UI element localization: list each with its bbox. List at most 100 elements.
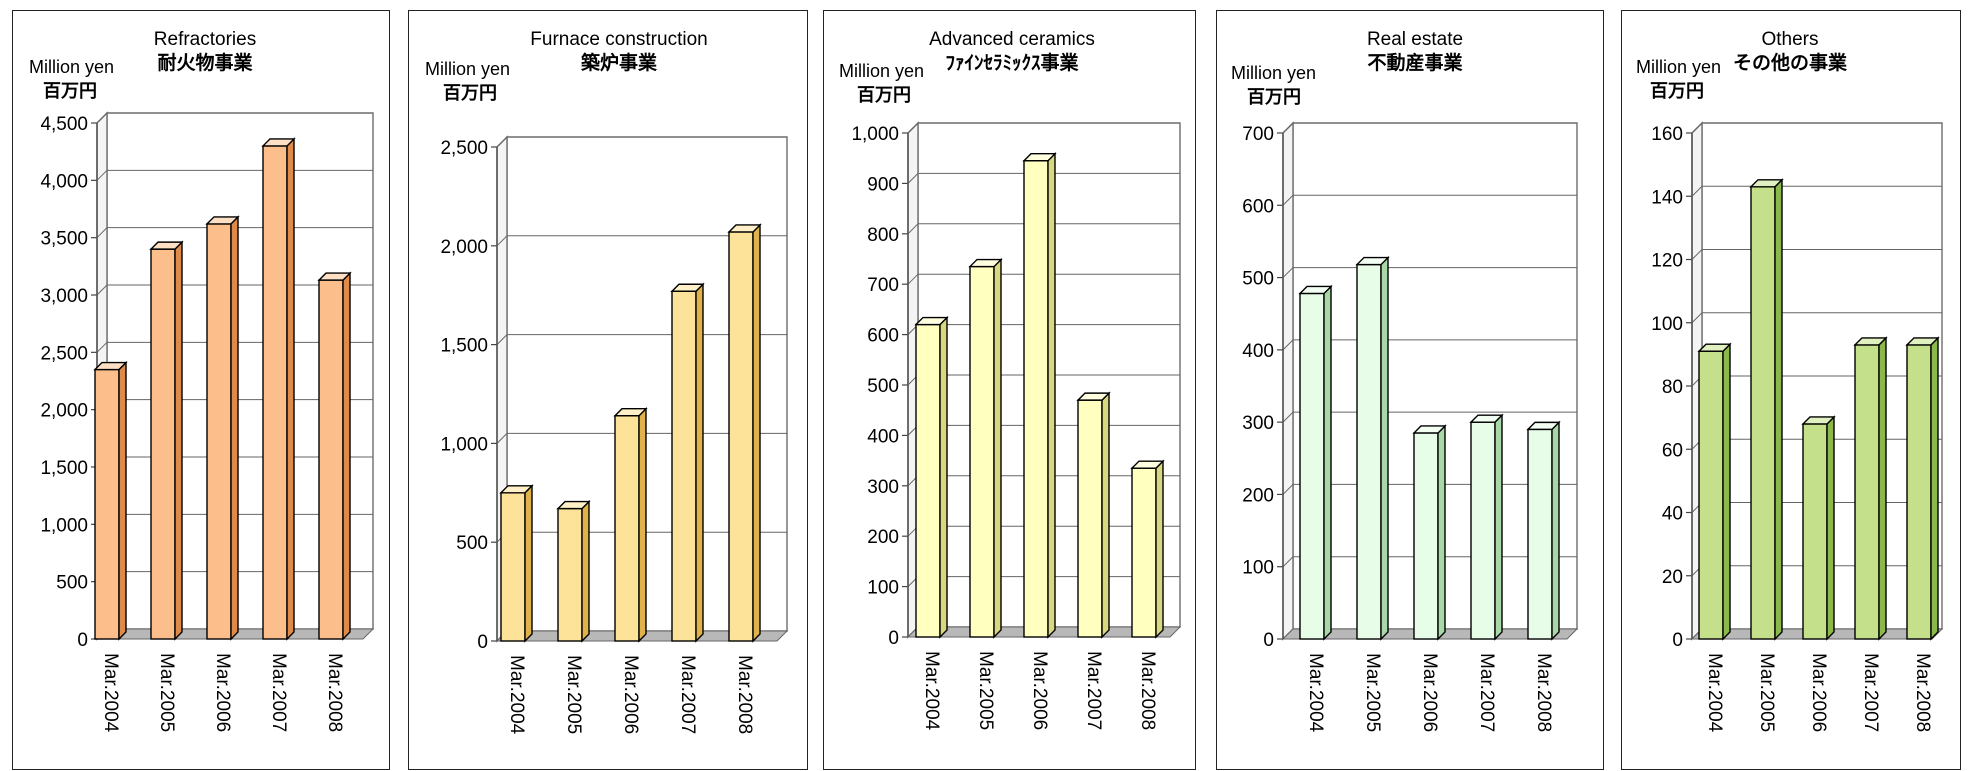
- chart-title: Furnace construction: [530, 29, 707, 50]
- y-tick-label: 100: [1651, 314, 1683, 335]
- x-category-label: Mar.2005: [1756, 653, 1777, 732]
- bar-mar-2006: [613, 407, 648, 643]
- bar-mar-2007: [261, 137, 296, 641]
- y-unit-label: Million yen: [1636, 57, 1721, 77]
- y-tick-label: 20: [1662, 567, 1683, 588]
- x-category-label: Mar.2008: [1912, 653, 1933, 732]
- bar-front: [206, 223, 232, 640]
- bar-top: [1355, 256, 1390, 266]
- bar-front: [557, 507, 583, 642]
- bar-front: [728, 231, 754, 642]
- y-tick-label: 100: [1242, 558, 1274, 579]
- y-tick-label: 600: [867, 326, 899, 347]
- chart-title-jp: 築炉事業: [580, 51, 658, 74]
- x-category-label: Mar.2006: [1029, 651, 1050, 730]
- x-category-label: Mar.2005: [563, 655, 584, 734]
- x-category-label: Mar.2005: [156, 653, 177, 732]
- bar-side: [342, 271, 351, 641]
- x-category-label: Mar.2005: [1362, 653, 1383, 732]
- bar-mar-2006: [205, 215, 240, 641]
- bar-side: [581, 499, 590, 643]
- x-category-label: Mar.2006: [1419, 653, 1440, 732]
- bar-front: [1750, 186, 1776, 640]
- bar-front: [1802, 423, 1828, 640]
- y-tick-label: 40: [1662, 504, 1683, 525]
- bar-side: [286, 137, 295, 641]
- y-tick-label: 400: [867, 426, 899, 447]
- gridline: [1691, 122, 1942, 134]
- chart-panel-advanced-ceramics: Advanced ceramics ﾌｧｲﾝｾﾗﾐｯｸｽ事業 Million yen…: [823, 10, 1196, 770]
- y-tick-label: 300: [1242, 413, 1274, 434]
- bar-top: [1412, 425, 1447, 434]
- y-tick-label: 0: [888, 628, 899, 649]
- y-tick-label: 900: [867, 174, 899, 195]
- y-tick-label: 0: [1263, 630, 1274, 651]
- bar-side: [1494, 413, 1503, 641]
- bar-front: [1023, 160, 1049, 638]
- gridline: [907, 122, 1180, 134]
- bar-front: [1356, 263, 1382, 640]
- bar-top: [727, 224, 762, 233]
- gridline: [1282, 411, 1577, 423]
- bar-front: [1131, 467, 1157, 638]
- y-unit-label: Million yen: [425, 59, 510, 79]
- x-category-label: Mar.2008: [1137, 651, 1158, 730]
- y-tick-label: 3,500: [40, 229, 88, 250]
- y-tick-label: 2,500: [40, 343, 88, 364]
- y-tick-label: 4,500: [40, 114, 88, 135]
- bar-top: [499, 485, 534, 494]
- bar-top: [1697, 343, 1732, 352]
- bar-front: [1470, 421, 1496, 640]
- bar-front: [500, 492, 526, 642]
- y-tick-label: 200: [867, 527, 899, 548]
- bar-mar-2005: [1355, 255, 1390, 641]
- bar-top: [93, 361, 128, 371]
- bar-mar-2005: [556, 499, 591, 643]
- gridline: [907, 172, 1180, 184]
- bar-side: [1380, 255, 1389, 641]
- x-category-label: Mar.2008: [324, 653, 345, 732]
- y-tick-label: 500: [867, 376, 899, 397]
- y-tick-label: 200: [1242, 485, 1274, 506]
- bar-top: [1749, 179, 1784, 188]
- gridline: [1282, 194, 1577, 206]
- bar-front: [1527, 428, 1553, 640]
- bar-mar-2008: [727, 223, 762, 643]
- y-tick-label: 2,500: [440, 138, 488, 159]
- bar-mar-2006: [1022, 152, 1057, 639]
- bar-front: [1854, 344, 1880, 640]
- bar-top: [149, 241, 184, 250]
- x-category-label: Mar.2004: [1704, 653, 1725, 733]
- bar-front: [1413, 432, 1439, 640]
- y-unit-label-jp: 百万円: [443, 83, 497, 103]
- bar-mar-2008: [317, 271, 352, 641]
- chart-title-jp: 耐火物事業: [157, 51, 253, 74]
- bar-mar-2004: [1697, 342, 1732, 641]
- bar-top: [968, 258, 1003, 268]
- x-category-label: Mar.2006: [1808, 653, 1829, 732]
- x-category-label: Mar.2008: [734, 655, 755, 734]
- bar-front: [94, 368, 120, 640]
- bar-side: [1722, 342, 1731, 641]
- x-category-label: Mar.2007: [1860, 653, 1881, 732]
- bar-mar-2004: [1298, 284, 1333, 641]
- x-category-label: Mar.2004: [506, 655, 527, 735]
- bar-mar-2006: [1801, 415, 1836, 641]
- chart-title-jp: ﾌｧｲﾝｾﾗﾐｯｸｽ事業: [945, 51, 1079, 74]
- bar-top: [1130, 460, 1165, 469]
- bar-top: [1298, 285, 1333, 295]
- chart-title-jp: その他の事業: [1733, 51, 1848, 74]
- chart-panel-others: Others その他の事業 Million yen 百万円 0 20 40 60 80 100 12…: [1621, 10, 1961, 770]
- bar-top: [317, 272, 352, 281]
- bar-side: [1826, 415, 1835, 641]
- bar-front: [1299, 292, 1325, 640]
- y-tick-label: 400: [1242, 341, 1274, 362]
- bar-side: [1551, 420, 1560, 641]
- x-category-label: Mar.2006: [620, 655, 641, 734]
- bar-mar-2007: [1469, 413, 1504, 641]
- y-tick-label: 700: [1242, 124, 1274, 145]
